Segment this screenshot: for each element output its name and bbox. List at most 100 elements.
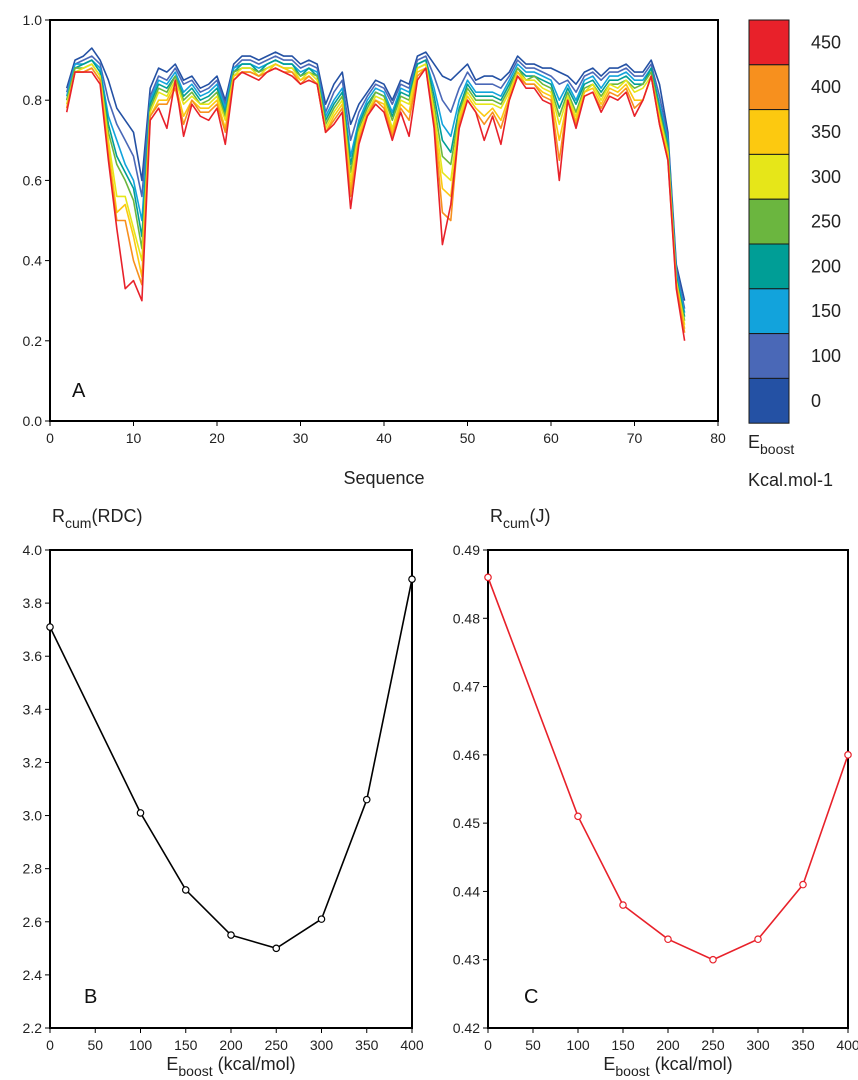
plot-b-xtick-label: 150 [174,1037,198,1053]
panel-a: 0 10 20 30 40 50 60 70 80 0.0 0.2 0.4 0.6 0.8 1.0 A Se… [23,12,726,488]
colorbar: 450 400 350 300 250 200 150 100 0 Eboost Kcal.mo… [748,19,841,490]
plot-a-ytick-label: 0.2 [23,333,43,349]
colorbar-title-sub: boost [760,441,794,457]
series-line-eboost-150 [65,59,686,313]
plot-b-line [49,579,413,950]
colorbar-swatches: 450 400 350 300 250 200 150 100 0 [748,19,841,424]
series-line-eboost-100 [65,55,686,309]
plot-b-point [317,915,326,923]
plot-c-xtick-label: 350 [791,1037,815,1053]
colorbar-swatch-450 [748,19,790,66]
plot-c-ytick-label: 0.46 [453,747,480,763]
plot-c-xtick-label: 100 [566,1037,590,1053]
series-line-eboost-200 [65,59,686,317]
plot-b-xlabel-sub: boost [178,1063,212,1079]
plot-c-frame [487,549,849,1029]
plot-b-ytick-label: 3.4 [23,701,43,717]
plot-b-title-rest: (RDC) [91,506,142,526]
plot-b-ytick-label: 3.6 [23,648,43,664]
plot-a-xtick-label: 80 [710,430,726,446]
colorbar-swatch-400 [748,64,790,111]
plot-a-ytick-label: 0.8 [23,92,43,108]
plot-b-xtick-label: 50 [87,1037,103,1053]
plot-b-ytick-label: 2.6 [23,914,43,930]
colorbar-label-100: 100 [811,346,841,366]
plot-b-xtick-label: 100 [129,1037,153,1053]
plot-c-point [709,955,717,964]
plot-c-ytick-label: 0.47 [453,679,480,695]
colorbar-swatch-250 [748,198,790,245]
colorbar-swatch-200 [748,243,790,290]
plot-b-xlabel-main: E [166,1054,178,1074]
colorbar-swatch-100 [748,333,790,379]
plot-c-xtick-label: 250 [701,1037,725,1053]
plot-a-xtick-label: 60 [543,430,559,446]
plot-b-point [181,886,190,894]
plot-c-point [799,880,807,889]
plot-b-point [408,575,416,584]
plot-c-ytick-label: 0.45 [453,815,480,831]
colorbar-units: Kcal.mol-1 [748,470,833,490]
plot-c-xtick-label: 400 [836,1037,858,1053]
plot-b-frame [49,549,413,1029]
colorbar-swatch-350 [748,109,790,155]
series-line-eboost-400 [65,67,686,333]
colorbar-title-main: E [748,432,760,452]
plot-b-xtick-label: 350 [355,1037,379,1053]
plot-c-xtick-label: 200 [656,1037,680,1053]
plot-b-ytick-label: 2.2 [23,1020,43,1036]
plot-c-xlabel-main: E [603,1054,615,1074]
plot-a-xtick-label: 10 [126,430,142,446]
plot-b-point [272,944,281,953]
plot-c-xtick-label: 50 [525,1037,541,1053]
colorbar-label-400: 400 [811,77,841,97]
series-line-eboost-300 [65,63,686,325]
plot-a-xtick-label: 20 [209,430,225,446]
panel-b: Rcum(RDC) 0 50 100 150 200 250 300 350 400 2.2 2.4… [23,506,424,1079]
colorbar-swatch-0 [748,377,790,424]
plot-c-ytick-label: 0.48 [453,610,480,626]
colorbar-label-150: 150 [811,301,841,321]
plot-c-title-rest: (J) [529,506,550,526]
colorbar-label-350: 350 [811,122,841,142]
plot-b-xtick-label: 300 [310,1037,334,1053]
colorbar-label-300: 300 [811,167,841,187]
colorbar-label-200: 200 [811,256,841,276]
plot-b-ytick-label: 2.8 [23,861,43,877]
plot-a-xlabel: Sequence [343,468,424,488]
series-line-eboost-0 [65,47,686,301]
plot-b-xlabel-rest: (kcal/mol) [213,1054,296,1074]
plot-b-xtick-label: 200 [219,1037,243,1053]
plot-c-point [574,812,582,821]
plot-c-series [484,573,852,964]
plot-b-xtick-label: 0 [46,1037,54,1053]
colorbar-swatch-300 [748,153,790,200]
plot-c-xlabel-sub: boost [615,1063,649,1079]
plot-a-ytick-label: 0.0 [23,413,43,429]
plot-a-xtick-label: 70 [627,430,643,446]
plot-c-title-sub: cum [503,515,529,531]
colorbar-label-450: 450 [811,32,841,52]
plot-c-xlabel: Eboost (kcal/mol) [603,1054,732,1079]
plot-c-ytick-label: 0.42 [453,1020,480,1036]
colorbar-title: Eboost [748,432,794,457]
plot-b-title-main: R [52,506,65,526]
plot-b-ytick-label: 2.4 [23,967,43,983]
plot-a-xtick-label: 0 [46,430,54,446]
plot-b-xtick-label: 400 [400,1037,424,1053]
plot-c-title-main: R [490,506,503,526]
plot-b-ytick-label: 3.8 [23,595,43,611]
plot-a-ticks: 0 10 20 30 40 50 60 70 80 0.0 0.2 0.4 0.6 0.8 1.0 [23,12,726,446]
plot-a-xtick-label: 40 [376,430,392,446]
plot-c-title: Rcum(J) [490,506,550,531]
plot-c-ytick-label: 0.49 [453,542,480,558]
series-line-eboost-450 [65,67,686,341]
plot-c-point [664,935,672,944]
colorbar-label-250: 250 [811,212,841,232]
plot-c-point [754,935,762,944]
plot-b-point [362,795,371,804]
plot-b-ytick-label: 3.0 [23,808,43,824]
series-line-eboost-250 [65,63,686,321]
panel-c-label: C [524,986,538,1008]
